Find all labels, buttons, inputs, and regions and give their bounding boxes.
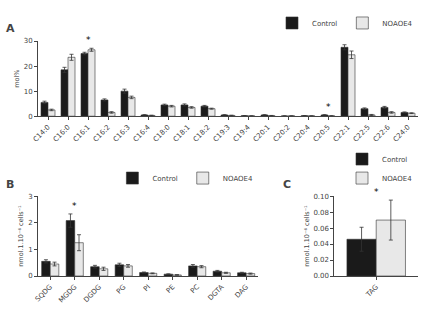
- svg-text:0.02: 0.02: [313, 256, 329, 264]
- svg-text:C22:1: C22:1: [332, 123, 352, 143]
- svg-text:1: 1: [28, 246, 32, 254]
- svg-text:DGTA: DGTA: [206, 283, 225, 302]
- svg-text:0.00: 0.00: [313, 272, 329, 280]
- svg-text:C16:0: C16:0: [52, 123, 72, 143]
- svg-text:NOAOE4: NOAOE4: [382, 20, 412, 28]
- svg-text:TAG: TAG: [364, 283, 380, 299]
- svg-text:C22:5: C22:5: [352, 123, 372, 143]
- svg-text:DGDG: DGDG: [82, 283, 103, 304]
- svg-text:A: A: [6, 22, 15, 35]
- svg-text:C20:4: C20:4: [292, 123, 313, 144]
- svg-text:PC: PC: [189, 283, 201, 295]
- svg-text:3: 3: [28, 193, 32, 201]
- svg-text:C22:6: C22:6: [372, 123, 393, 144]
- svg-text:NOAOE4: NOAOE4: [223, 175, 253, 183]
- svg-text:C14:0: C14:0: [32, 123, 52, 143]
- svg-text:C16:2: C16:2: [92, 123, 112, 143]
- svg-text:Control: Control: [312, 20, 337, 28]
- svg-text:C: C: [283, 178, 291, 191]
- svg-text:nmol.1.10⁻⁶ cells⁻¹: nmol.1.10⁻⁶ cells⁻¹: [17, 205, 25, 267]
- svg-text:0: 0: [28, 113, 32, 121]
- svg-text:0.10: 0.10: [313, 193, 329, 201]
- svg-text:0: 0: [28, 272, 32, 280]
- svg-text:C18:1: C18:1: [172, 123, 192, 143]
- svg-text:C20:1: C20:1: [252, 123, 272, 143]
- svg-text:10: 10: [24, 88, 33, 96]
- svg-text:PE: PE: [165, 283, 177, 295]
- svg-text:NOAOE4: NOAOE4: [382, 175, 412, 183]
- svg-text:*: *: [86, 35, 91, 45]
- svg-text:C24:0: C24:0: [392, 123, 412, 143]
- svg-text:2: 2: [28, 219, 32, 227]
- svg-text:C19:3: C19:3: [212, 123, 232, 143]
- svg-text:0.04: 0.04: [313, 240, 329, 248]
- svg-text:MGDG: MGDG: [57, 283, 78, 304]
- svg-text:C19:4: C19:4: [232, 123, 253, 144]
- svg-text:20: 20: [24, 63, 33, 71]
- svg-text:C18:0: C18:0: [152, 123, 172, 143]
- svg-text:C20:5: C20:5: [312, 123, 332, 143]
- svg-text:C20:2: C20:2: [272, 123, 292, 143]
- svg-text:DAG: DAG: [234, 283, 251, 300]
- svg-text:SQDG: SQDG: [34, 283, 54, 303]
- svg-text:Control: Control: [382, 156, 407, 164]
- svg-text:0.06: 0.06: [313, 225, 329, 233]
- svg-text:30: 30: [24, 37, 33, 45]
- svg-text:*: *: [374, 187, 379, 197]
- svg-text:Control: Control: [152, 175, 177, 183]
- svg-text:mol%: mol%: [13, 69, 21, 87]
- svg-text:*: *: [72, 201, 77, 211]
- svg-text:C18:2: C18:2: [192, 123, 212, 143]
- svg-text:PG: PG: [115, 283, 127, 295]
- svg-text:0.08: 0.08: [313, 209, 329, 217]
- svg-text:*: *: [326, 102, 331, 112]
- svg-text:C16:4: C16:4: [132, 123, 153, 144]
- svg-text:B: B: [6, 178, 14, 191]
- svg-text:C16:3: C16:3: [112, 123, 132, 143]
- svg-text:nmol.1.10⁻⁶ cells⁻¹: nmol.1.10⁻⁶ cells⁻¹: [303, 205, 311, 267]
- svg-text:PI: PI: [142, 283, 152, 293]
- svg-text:C16:1: C16:1: [72, 123, 92, 143]
